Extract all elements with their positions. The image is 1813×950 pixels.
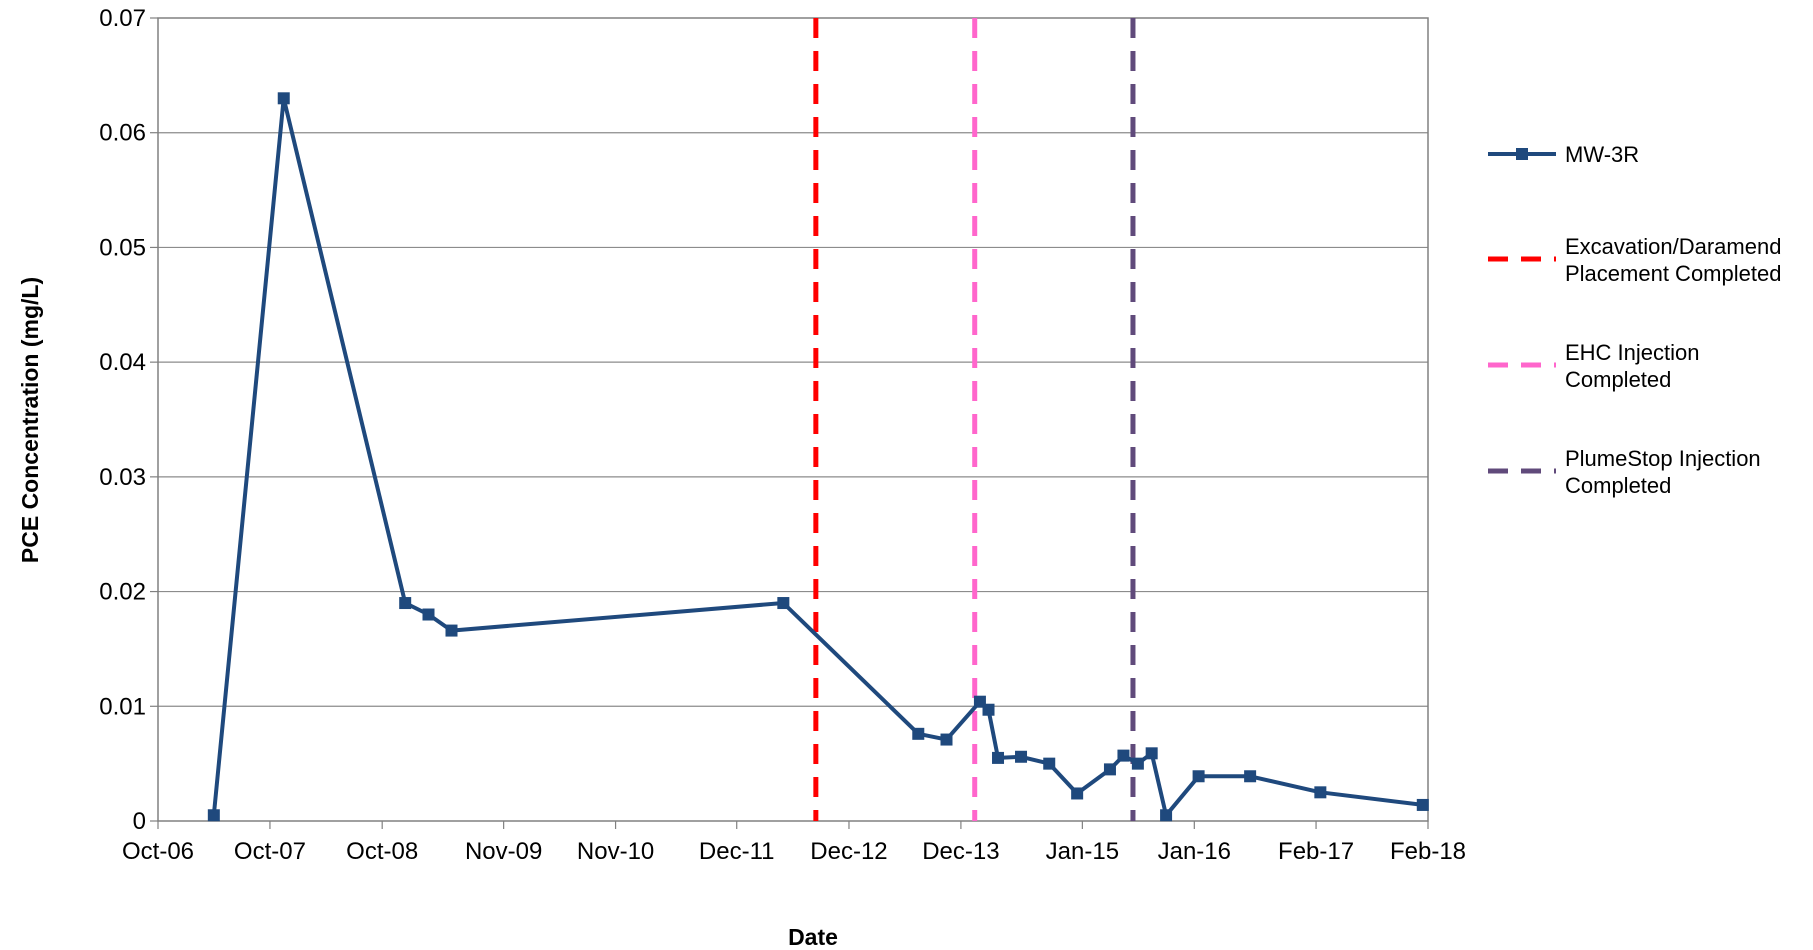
data-point: [207, 809, 220, 822]
legend-label: PlumeStop Injection: [1565, 446, 1761, 471]
data-point: [1416, 798, 1429, 811]
x-tick-label: Jan-16: [1158, 838, 1231, 865]
data-point: [1117, 749, 1130, 762]
data-point: [1244, 770, 1257, 783]
y-tick-label: 0: [133, 808, 146, 835]
plot-area: [157, 17, 1429, 822]
data-point: [399, 597, 412, 610]
x-tick-label: Feb-17: [1278, 838, 1354, 865]
y-axis-title: PCE Concentration (mg/L): [17, 277, 43, 563]
series-group: [207, 92, 1429, 822]
x-tick-label: Oct-07: [234, 838, 306, 865]
x-tick-label: Nov-09: [465, 838, 542, 865]
gridlines: [158, 132, 1428, 707]
x-axis-title: Date: [788, 924, 838, 950]
data-point: [1160, 809, 1173, 822]
data-point: [1043, 757, 1056, 770]
legend-label: Excavation/Daramend: [1565, 234, 1781, 259]
data-point: [1314, 786, 1327, 799]
data-point: [982, 703, 995, 716]
data-point: [1071, 787, 1084, 800]
data-point: [445, 624, 458, 637]
x-tick-label: Oct-08: [346, 838, 418, 865]
reference-lines: [813, 18, 1136, 821]
x-tick-label: Oct-06: [122, 838, 194, 865]
data-point: [422, 608, 435, 621]
data-point: [777, 597, 790, 610]
y-tick-label: 0.04: [99, 349, 146, 376]
x-tick-label: Feb-18: [1390, 838, 1466, 865]
legend-label: Placement Completed: [1565, 261, 1781, 286]
y-tick-label: 0.02: [99, 579, 146, 606]
legend-label: EHC Injection: [1565, 340, 1700, 365]
legend-label: Completed: [1565, 473, 1671, 498]
y-tick-label: 0.01: [99, 693, 146, 720]
data-point: [912, 727, 925, 740]
data-point: [1192, 770, 1205, 783]
y-tick-label: 0.03: [99, 464, 146, 491]
data-point: [1145, 747, 1158, 760]
x-tick-label: Nov-10: [577, 838, 654, 865]
data-point: [1015, 750, 1028, 763]
data-point: [940, 733, 953, 746]
legend-swatch-marker: [1516, 148, 1528, 160]
x-tick-label: Dec-12: [810, 838, 887, 865]
legend-label: MW-3R: [1565, 142, 1639, 167]
x-axis-ticks: Oct-06 Oct-07 Oct-08 Nov-09 Nov-10 Dec-11 Dec-…: [122, 821, 1466, 865]
data-point: [992, 751, 1005, 764]
data-point: [1131, 757, 1144, 770]
data-point: [1103, 763, 1116, 776]
x-tick-label: Dec-11: [699, 838, 775, 865]
legend-label: Completed: [1565, 367, 1671, 392]
data-point: [277, 92, 290, 105]
y-tick-label: 0.06: [99, 120, 146, 147]
y-tick-label: 0.07: [99, 5, 146, 32]
x-tick-label: Dec-13: [922, 838, 999, 865]
y-axis-ticks: 0 0.01 0.02 0.03 0.04 0.05 0.06 0.07: [99, 5, 158, 835]
x-tick-label: Jan-15: [1046, 838, 1119, 865]
y-tick-label: 0.05: [99, 234, 146, 261]
